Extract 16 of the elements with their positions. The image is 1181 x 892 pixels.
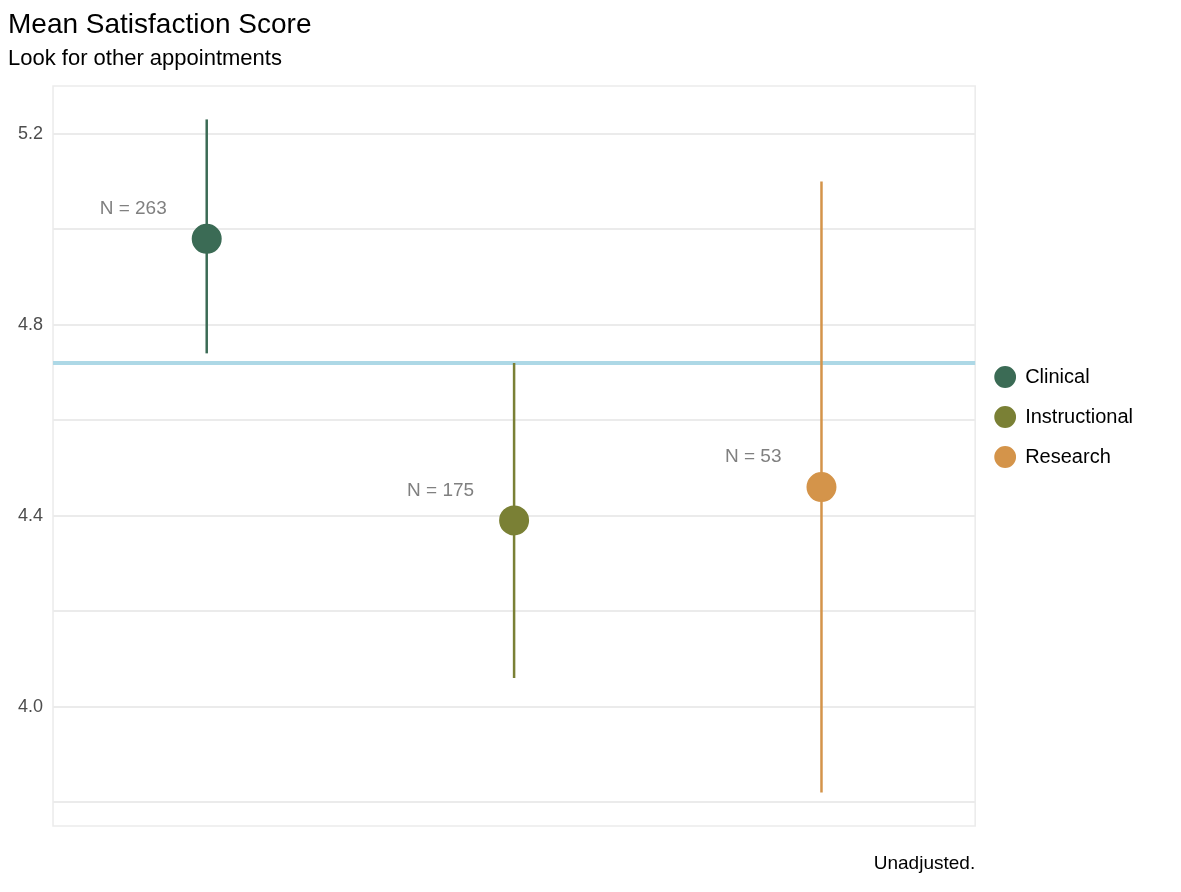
y-tick-label: 4.4 [17, 504, 44, 525]
y-tick-label: 4.8 [17, 313, 44, 334]
point [191, 223, 222, 254]
point [499, 505, 530, 536]
legend-label: Clinical [1025, 364, 1090, 387]
legend-label: Research [1025, 444, 1111, 467]
point [806, 472, 837, 503]
chart-subtitle: Look for other appointments [8, 44, 282, 70]
annotation: N = 263 [99, 197, 167, 219]
annotation: N = 175 [407, 478, 475, 500]
annotation: N = 53 [724, 445, 782, 467]
legend-label: Instructional [1025, 404, 1134, 427]
y-tick-label: 4.0 [17, 695, 44, 716]
chart-title: Mean Satisfaction Score [8, 7, 312, 39]
y-tick-label: 5.2 [17, 122, 44, 143]
text: Unadjusted. [873, 851, 976, 873]
